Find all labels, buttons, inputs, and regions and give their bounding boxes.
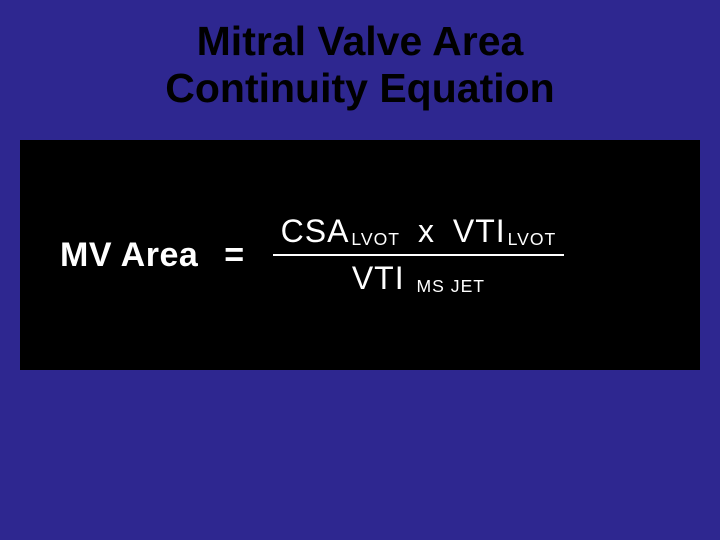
title-line-1: Mitral Valve Area <box>0 18 720 65</box>
equals-sign: = <box>224 236 244 274</box>
fraction-denominator: VTI MS JET <box>344 256 493 301</box>
equation-lhs: MV Area = <box>60 236 245 275</box>
num-sub1: LVOT <box>351 229 400 249</box>
slide: Mitral Valve Area Continuity Equation MV… <box>0 0 720 540</box>
equation-fraction: CSALVOT x VTILVOT VTI MS JET <box>273 209 565 301</box>
slide-title: Mitral Valve Area Continuity Equation <box>0 0 720 112</box>
lhs-text: MV Area <box>60 236 198 274</box>
den-sub1: MS JET <box>417 276 486 296</box>
num-sub2: LVOT <box>508 229 557 249</box>
equation-box: MV Area = CSALVOT x VTILVOT VTI MS JET <box>20 140 700 370</box>
num-term1: CSA <box>281 213 350 249</box>
num-term2: VTI <box>453 213 506 249</box>
den-term1: VTI <box>352 260 405 296</box>
title-line-2: Continuity Equation <box>0 65 720 112</box>
num-mult: x <box>418 213 435 249</box>
fraction-numerator: CSALVOT x VTILVOT <box>273 209 565 254</box>
